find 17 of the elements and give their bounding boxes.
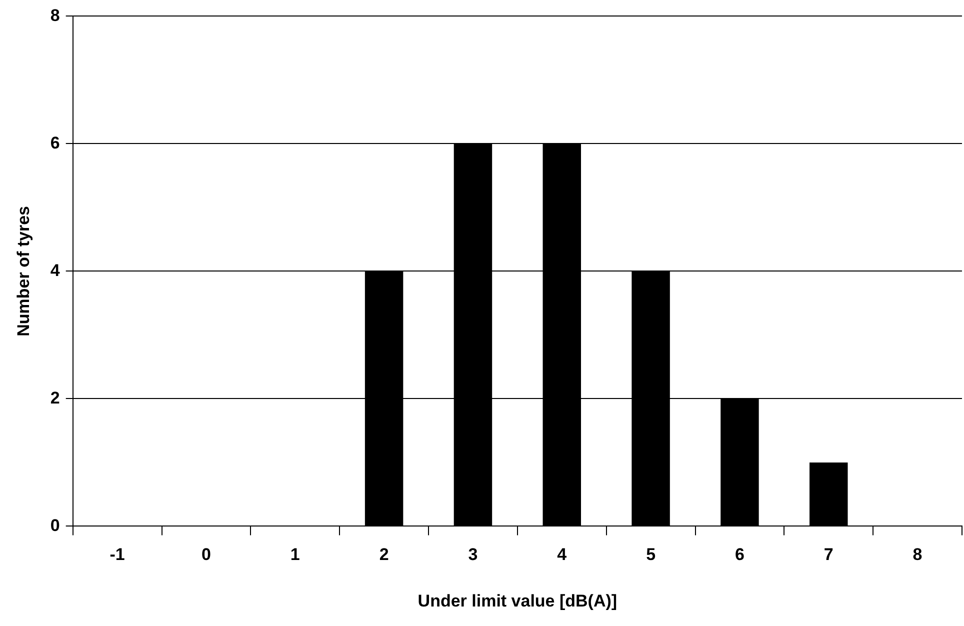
x-tick-label: 8 [912,545,922,564]
x-tick-label: 6 [734,545,744,564]
y-tick-label: 6 [50,133,60,152]
x-tick-label: 1 [290,545,300,564]
y-tick-label: 0 [50,516,60,535]
x-tick-label: 0 [201,545,211,564]
x-tick-label: 3 [468,545,478,564]
x-tick-label: 5 [646,545,656,564]
x-tick-label: -1 [110,545,125,564]
y-tick-label: 8 [50,6,60,25]
y-tick-label: 2 [50,388,60,408]
x-axis-title: Under limit value [dB(A)] [418,591,618,610]
x-tick-label: 4 [557,545,568,564]
y-axis-title: Number of tyres [14,206,33,336]
y-tick-label: 4 [50,260,60,280]
x-tick-label: 2 [379,545,389,564]
x-tick-label: 7 [824,545,834,564]
